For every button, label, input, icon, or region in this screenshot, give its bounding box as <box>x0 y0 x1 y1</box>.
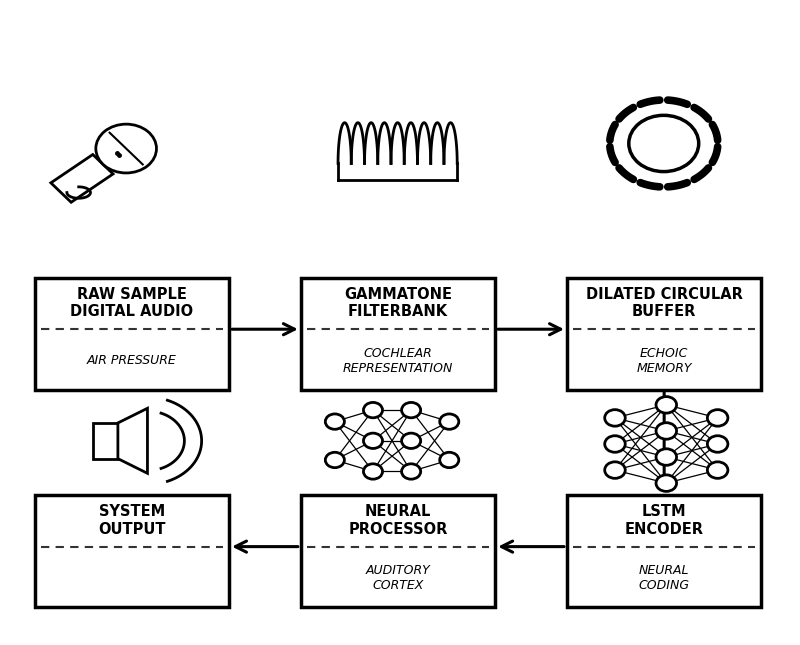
Text: LSTM
ENCODER: LSTM ENCODER <box>625 504 704 537</box>
Circle shape <box>656 475 677 491</box>
Circle shape <box>629 115 698 172</box>
Circle shape <box>656 449 677 465</box>
Text: RAW SAMPLE
DIGITAL AUDIO: RAW SAMPLE DIGITAL AUDIO <box>70 287 194 319</box>
Circle shape <box>363 402 382 418</box>
Circle shape <box>363 433 382 448</box>
Bar <box>567 278 762 390</box>
Bar <box>301 495 495 607</box>
Circle shape <box>402 464 421 479</box>
Circle shape <box>402 402 421 418</box>
Text: NEURAL
CODING: NEURAL CODING <box>638 564 690 592</box>
Circle shape <box>402 433 421 448</box>
Bar <box>567 495 762 607</box>
Bar <box>301 278 495 390</box>
Circle shape <box>440 414 458 430</box>
Circle shape <box>656 422 677 439</box>
Circle shape <box>605 462 626 479</box>
Circle shape <box>96 124 157 173</box>
Text: DILATED CIRCULAR
BUFFER: DILATED CIRCULAR BUFFER <box>586 287 742 319</box>
Polygon shape <box>118 408 147 473</box>
Polygon shape <box>94 423 118 459</box>
Bar <box>34 495 229 607</box>
Text: GAMMATONE
FILTERBANK: GAMMATONE FILTERBANK <box>344 287 452 319</box>
Circle shape <box>656 397 677 413</box>
Polygon shape <box>51 155 113 203</box>
Circle shape <box>440 452 458 468</box>
Circle shape <box>707 462 728 479</box>
Circle shape <box>707 436 728 452</box>
Circle shape <box>363 464 382 479</box>
Text: COCHLEAR
REPRESENTATION: COCHLEAR REPRESENTATION <box>343 346 454 375</box>
Bar <box>34 278 229 390</box>
Circle shape <box>707 410 728 426</box>
Circle shape <box>605 410 626 426</box>
Circle shape <box>605 436 626 452</box>
Text: AIR PRESSURE: AIR PRESSURE <box>87 354 177 367</box>
Text: NEURAL
PROCESSOR: NEURAL PROCESSOR <box>348 504 448 537</box>
Text: AUDITORY
CORTEX: AUDITORY CORTEX <box>366 564 430 592</box>
Circle shape <box>326 414 344 430</box>
Circle shape <box>326 452 344 468</box>
Text: SYSTEM
OUTPUT: SYSTEM OUTPUT <box>98 504 166 537</box>
Text: ECHOIC
MEMORY: ECHOIC MEMORY <box>637 346 692 375</box>
